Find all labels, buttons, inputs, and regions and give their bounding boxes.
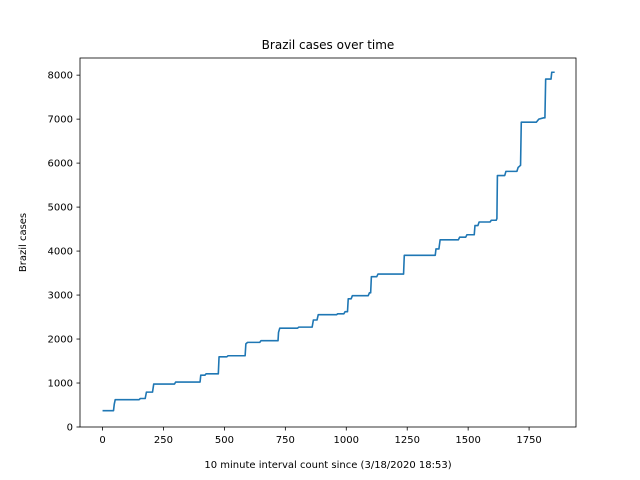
x-tick-label: 1500 xyxy=(455,435,480,446)
x-tick-label: 1250 xyxy=(394,435,419,446)
y-tick-label: 4000 xyxy=(48,247,73,258)
series-line xyxy=(102,71,555,412)
x-tick-label: 500 xyxy=(215,435,234,446)
x-tick-label: 1000 xyxy=(334,435,359,446)
plot-frame xyxy=(79,57,577,428)
series-layer xyxy=(102,71,555,412)
y-tick-label: 8000 xyxy=(48,71,73,82)
y-axis-ticks: 0 1000 2000 3000 4000 5000 6000 7000 8000 xyxy=(48,71,80,434)
y-tick-label: 1000 xyxy=(48,379,73,390)
y-tick-label: 6000 xyxy=(48,159,73,170)
y-tick-label: 2000 xyxy=(48,335,73,346)
x-tick-label: 0 xyxy=(99,435,105,446)
chart-title: Brazil cases over time xyxy=(262,38,395,52)
x-tick-label: 250 xyxy=(154,435,173,446)
x-tick-label: 750 xyxy=(276,435,295,446)
y-tick-label: 5000 xyxy=(48,203,73,214)
x-axis-ticks: 0 250 500 750 1000 1250 1500 1750 xyxy=(99,427,542,446)
x-tick-label: 1750 xyxy=(516,435,541,446)
x-axis-label: 10 minute interval count since (3/18/202… xyxy=(204,460,451,471)
y-tick-label: 0 xyxy=(67,423,73,434)
y-axis-label: Brazil cases xyxy=(18,213,29,272)
y-tick-label: 3000 xyxy=(48,291,73,302)
y-tick-label: 7000 xyxy=(48,115,73,126)
